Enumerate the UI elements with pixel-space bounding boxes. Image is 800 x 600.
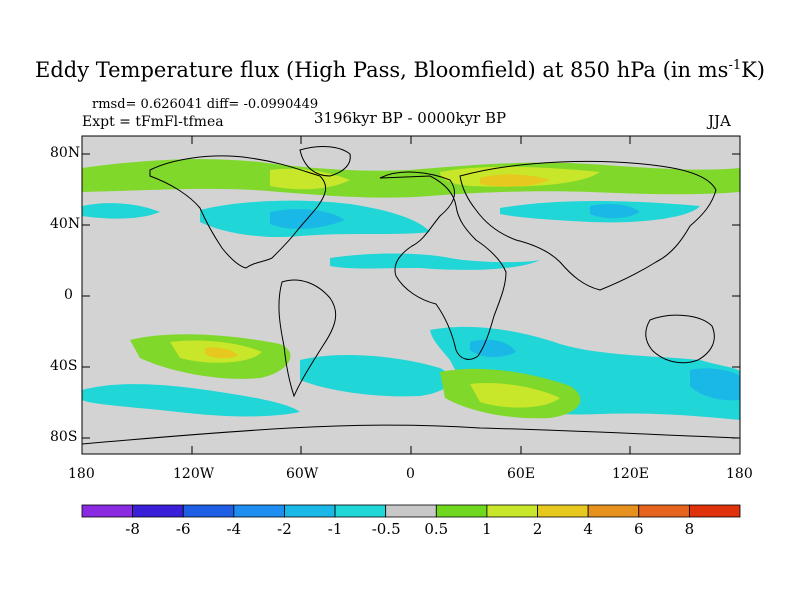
- contour-band-south-australia-blue: [690, 368, 740, 401]
- title-superscript: -1: [728, 58, 742, 73]
- lat-label-80s: 80S: [50, 429, 78, 445]
- colorbar-label: 4: [583, 520, 593, 538]
- colorbar-label: -4: [226, 520, 242, 538]
- lon-label-0: 0: [406, 466, 415, 482]
- lon-label-120w: 120W: [173, 466, 215, 482]
- colorbar-box: [233, 504, 285, 518]
- colorbar-box: [81, 504, 134, 518]
- coastline-greenland: [299, 146, 351, 177]
- colorbar-box: [486, 504, 538, 518]
- colorbar-box: [334, 504, 387, 518]
- coastline-south-america: [278, 279, 337, 398]
- experiment-label: Expt = tFmFl-tfmea: [82, 114, 224, 130]
- coastline-australia: [645, 314, 715, 364]
- contour-band-north-green: [82, 159, 740, 198]
- contour-band-south-cyan-atlantic: [300, 354, 451, 397]
- contour-band-south-pacific-orange: [205, 347, 238, 359]
- contour-band-north-pacific-cyan: [82, 203, 160, 219]
- colorbar-label: -2: [277, 520, 292, 538]
- axis-ticks: [81, 136, 741, 454]
- coastline-europe-africa: [379, 171, 507, 360]
- colorbar-label: 1: [482, 520, 492, 538]
- colorbar-label: 6: [633, 520, 644, 538]
- colorbar-label: -1: [327, 520, 343, 538]
- lon-label-60e: 60E: [507, 466, 536, 482]
- lat-label-40n: 40N: [50, 216, 81, 232]
- period-label: 3196kyr BP - 0000kyr BP: [313, 109, 507, 127]
- lon-label-60w: 60W: [286, 466, 319, 482]
- contour-fills: [82, 159, 740, 420]
- colorbar-box: [385, 504, 437, 518]
- coastlines: [82, 146, 740, 445]
- coastline-antarctica: [82, 424, 740, 445]
- contour-band-south-indian-yellow: [470, 382, 560, 408]
- colorbar-box: [537, 504, 589, 518]
- colorbar-label: 2: [532, 520, 543, 538]
- title-end: K): [741, 58, 765, 82]
- figure-title: Eddy Temperature flux (High Pass, Bloomf…: [0, 58, 800, 82]
- colorbar-box: [435, 504, 488, 518]
- colorbar-box: [132, 504, 184, 518]
- colorbar-box: [688, 504, 741, 518]
- contour-band-north-orange: [480, 174, 550, 187]
- coastline-north-america: [149, 155, 327, 269]
- lon-label-120e: 120E: [612, 466, 649, 482]
- colorbar-label: -6: [175, 520, 191, 538]
- contour-band-north-yellow-a: [270, 168, 350, 190]
- colorbar-label: 0.5: [424, 520, 449, 538]
- stats-label: rmsd= 0.626041 diff= -0.0990449: [92, 97, 319, 112]
- colorbar-box: [284, 504, 336, 518]
- lon-label-180e: 180: [726, 466, 753, 482]
- coastline-asia: [459, 160, 717, 291]
- lat-label-0: 0: [64, 287, 73, 303]
- colorbar-box: [638, 504, 690, 518]
- contour-band-south-cyan-west: [82, 384, 300, 417]
- lat-label-80n: 80N: [50, 145, 81, 161]
- lat-label-40s: 40S: [50, 358, 78, 374]
- colorbar-box: [182, 504, 235, 518]
- contour-band-south-africa-blue: [470, 339, 516, 358]
- contour-band-asia-blue: [590, 204, 640, 219]
- colorbar: [81, 504, 741, 518]
- colorbar-box: [587, 504, 640, 518]
- contour-band-subtropical-cyan: [330, 253, 540, 270]
- colorbar-label: -0.5: [371, 520, 401, 538]
- title-text: Eddy Temperature flux (High Pass, Bloomf…: [34, 58, 729, 82]
- lon-label-180w: 180: [68, 466, 95, 482]
- colorbar-label: 8: [684, 520, 695, 538]
- season-label: JJA: [708, 112, 731, 130]
- colorbar-label: -8: [125, 520, 140, 538]
